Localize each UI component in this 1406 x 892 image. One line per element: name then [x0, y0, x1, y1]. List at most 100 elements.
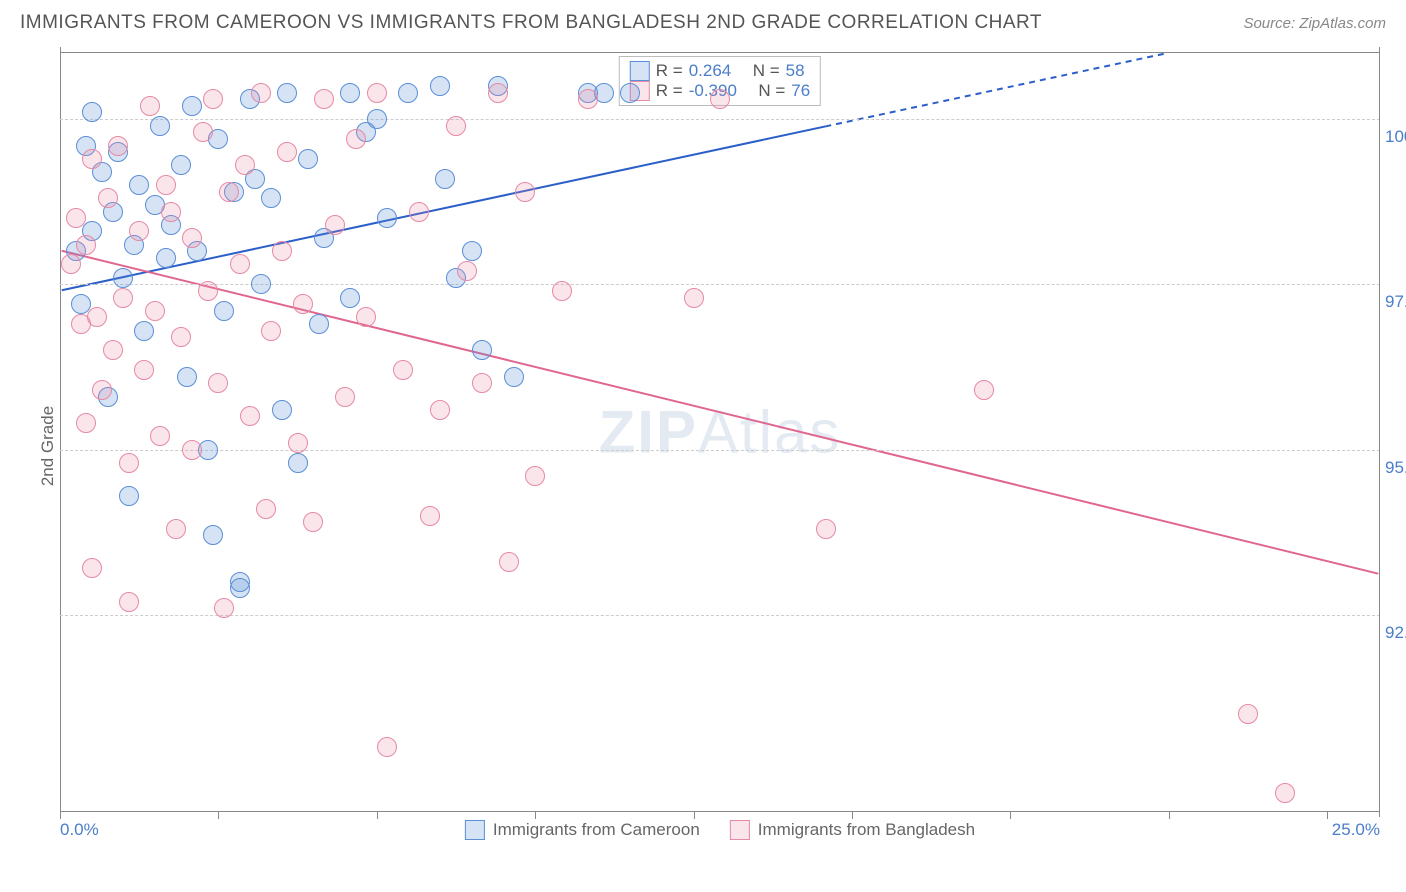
- x-tick: [60, 811, 61, 819]
- scatter-point: [171, 155, 191, 175]
- legend-item-bangladesh: Immigrants from Bangladesh: [730, 820, 975, 840]
- scatter-point: [309, 314, 329, 334]
- scatter-point: [251, 274, 271, 294]
- scatter-point: [288, 453, 308, 473]
- scatter-point: [177, 367, 197, 387]
- scatter-point: [684, 288, 704, 308]
- x-tick: [852, 811, 853, 819]
- scatter-point: [816, 519, 836, 539]
- scatter-point: [76, 413, 96, 433]
- scatter-point: [182, 440, 202, 460]
- page-title: IMMIGRANTS FROM CAMEROON VS IMMIGRANTS F…: [20, 12, 1042, 34]
- watermark: ZIPAtlas: [599, 398, 842, 467]
- scatter-point: [288, 433, 308, 453]
- n-value: 76: [791, 81, 810, 101]
- scatter-point: [82, 149, 102, 169]
- scatter-point: [156, 175, 176, 195]
- scatter-point: [156, 248, 176, 268]
- x-tick: [535, 811, 536, 819]
- scatter-point: [277, 142, 297, 162]
- scatter-point: [119, 592, 139, 612]
- scatter-point: [119, 486, 139, 506]
- scatter-point: [193, 122, 213, 142]
- scatter-point: [974, 380, 994, 400]
- legend-label: Immigrants from Bangladesh: [758, 820, 975, 840]
- scatter-point: [367, 109, 387, 129]
- scatter-point: [620, 83, 640, 103]
- scatter-point: [377, 737, 397, 757]
- stats-row-cameroon: R = 0.264 N = 58: [630, 61, 810, 81]
- scatter-point: [182, 96, 202, 116]
- scatter-point: [103, 340, 123, 360]
- scatter-point: [129, 175, 149, 195]
- source-label: Source: ZipAtlas.com: [1243, 15, 1386, 32]
- scatter-point: [145, 301, 165, 321]
- scatter-point: [82, 102, 102, 122]
- scatter-point: [208, 373, 228, 393]
- gridline: [60, 119, 1380, 120]
- chart-area: ZIPAtlas R = 0.264 N = 58 R = -0.390 N =…: [60, 52, 1380, 812]
- scatter-point: [346, 129, 366, 149]
- scatter-point: [98, 188, 118, 208]
- n-label: N =: [753, 61, 780, 81]
- scatter-point: [92, 380, 112, 400]
- scatter-point: [398, 83, 418, 103]
- scatter-point: [409, 202, 429, 222]
- scatter-point: [87, 307, 107, 327]
- scatter-point: [710, 89, 730, 109]
- scatter-point: [134, 321, 154, 341]
- x-tick: [1327, 811, 1328, 819]
- r-value: 0.264: [689, 61, 732, 81]
- x-tick: [1010, 811, 1011, 819]
- scatter-point: [1238, 704, 1258, 724]
- scatter-point: [203, 89, 223, 109]
- x-tick: [694, 811, 695, 819]
- scatter-point: [214, 301, 234, 321]
- scatter-point: [457, 261, 477, 281]
- x-tick: [377, 811, 378, 819]
- scatter-point: [134, 360, 154, 380]
- scatter-point: [420, 506, 440, 526]
- x-max-label: 25.0%: [1332, 820, 1380, 840]
- scatter-point: [272, 241, 292, 261]
- scatter-point: [113, 288, 133, 308]
- scatter-point: [161, 202, 181, 222]
- x-min-label: 0.0%: [60, 820, 99, 840]
- scatter-point: [230, 254, 250, 274]
- gridline: [60, 615, 1380, 616]
- y-tick-label: 92.5%: [1385, 623, 1406, 643]
- scatter-point: [198, 281, 218, 301]
- scatter-point: [499, 552, 519, 572]
- y-axis-label: 2nd Grade: [38, 406, 58, 486]
- scatter-point: [298, 149, 318, 169]
- scatter-point: [293, 294, 313, 314]
- y-tick-label: 100.0%: [1385, 127, 1406, 147]
- scatter-point: [82, 558, 102, 578]
- scatter-point: [261, 321, 281, 341]
- scatter-point: [214, 598, 234, 618]
- scatter-point: [430, 400, 450, 420]
- scatter-point: [462, 241, 482, 261]
- scatter-point: [61, 254, 81, 274]
- scatter-point: [256, 499, 276, 519]
- scatter-point: [66, 208, 86, 228]
- scatter-point: [166, 519, 186, 539]
- scatter-point: [203, 525, 223, 545]
- scatter-point: [435, 169, 455, 189]
- scatter-point: [129, 221, 149, 241]
- trend-lines: [60, 53, 1380, 811]
- scatter-point: [251, 83, 271, 103]
- scatter-point: [340, 288, 360, 308]
- scatter-point: [472, 340, 492, 360]
- scatter-point: [525, 466, 545, 486]
- legend-item-cameroon: Immigrants from Cameroon: [465, 820, 700, 840]
- scatter-point: [230, 578, 250, 598]
- scatter-point: [335, 387, 355, 407]
- scatter-point: [377, 208, 397, 228]
- scatter-point: [356, 307, 376, 327]
- y-tick-label: 95.0%: [1385, 458, 1406, 478]
- scatter-point: [340, 83, 360, 103]
- scatter-point: [171, 327, 191, 347]
- scatter-point: [113, 268, 133, 288]
- scatter-point: [119, 453, 139, 473]
